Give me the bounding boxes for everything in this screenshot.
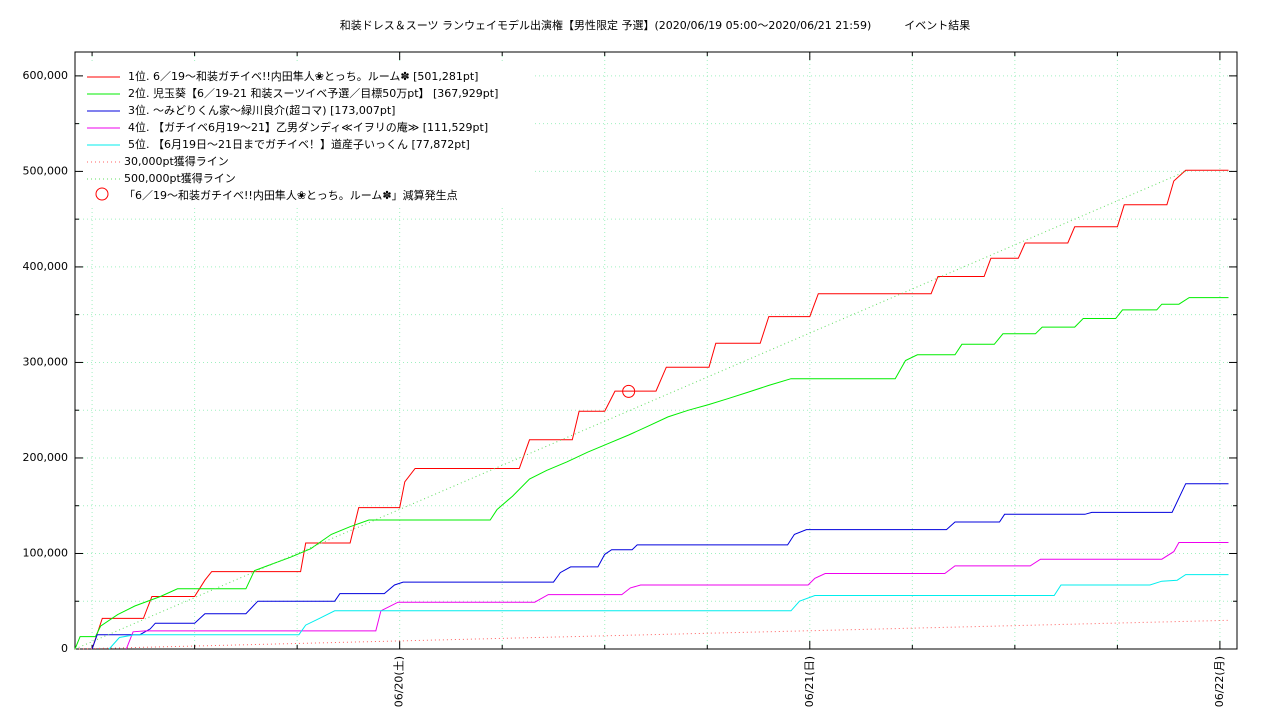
- legend-swatch: [95, 187, 109, 201]
- legend-label: 「6／19〜和装ガチイベ!!内田隼人❀とっち。ルーム✽」減算発生点: [124, 188, 458, 202]
- series-line: [91, 483, 1229, 650]
- legend-label: 5位. 【6月19日〜21日までガチイベ！】道産子いっくん [77,872pt]: [128, 137, 470, 151]
- legend-background: [80, 64, 535, 208]
- chart-title: 和装ドレス＆スーツ ランウェイモデル出演権【男性限定 予選】(2020/06/1…: [340, 18, 971, 32]
- y-tick-label: 400,000: [23, 260, 69, 273]
- plot-frame: [74, 51, 1238, 650]
- legend-label: 500,000pt獲得ライン: [124, 172, 236, 185]
- x-tick-label: 06/21(日): [803, 656, 816, 707]
- legend-label: 30,000pt獲得ライン: [124, 155, 229, 168]
- legend-label: 3位. 〜みどりくん家〜緑川良介(超コマ) [173,007pt]: [128, 103, 395, 117]
- x-tick-label: 06/22(月): [1213, 656, 1226, 707]
- x-tick-label: 06/20(土): [393, 656, 406, 707]
- y-tick-label: 100,000: [23, 546, 69, 559]
- y-tick-label: 300,000: [23, 355, 69, 368]
- legend-label: 1位. 6／19〜和装ガチイベ!!内田隼人❀とっち。ルーム✽ [501,281p…: [128, 69, 478, 83]
- y-tick-label: 0: [61, 642, 68, 655]
- series-line: [74, 297, 1229, 650]
- series-line: [74, 619, 1229, 650]
- event-marker: [622, 384, 636, 398]
- y-tick-label: 200,000: [23, 451, 69, 464]
- series-line: [74, 170, 1186, 650]
- legend-label: 4位. 【ガチイベ6月19〜21】乙男ダンディ≪イヲリの庵≫ [111,529p…: [128, 120, 488, 134]
- y-tick-label: 500,000: [23, 164, 69, 177]
- series-line: [108, 574, 1229, 650]
- series-line: [125, 542, 1229, 650]
- series-line: [91, 169, 1229, 650]
- y-tick-label: 600,000: [23, 69, 69, 82]
- legend-label: 2位. 児玉葵【6／19-21 和装スーツイベ予選／目標50万pt】 [367,…: [128, 86, 498, 100]
